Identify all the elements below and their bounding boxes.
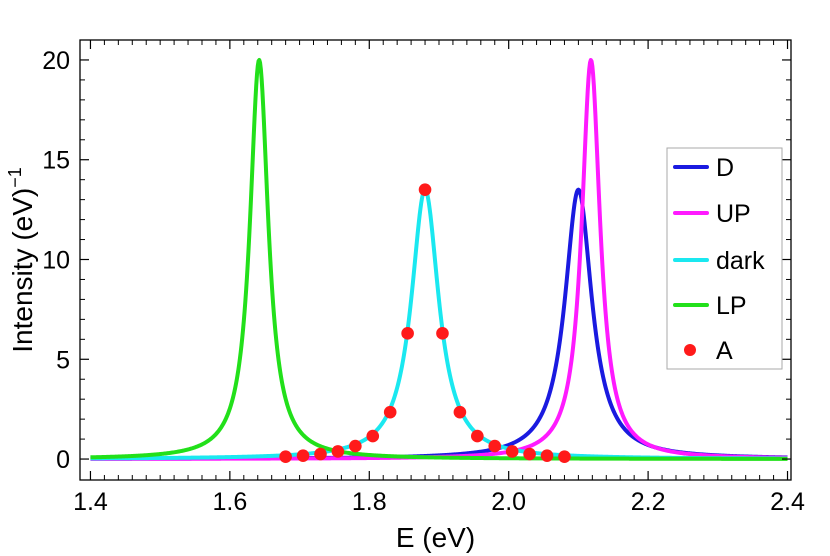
legend-item-dark: dark xyxy=(673,247,765,275)
data-point-a xyxy=(383,405,397,419)
data-point-a xyxy=(505,445,519,458)
y-tick-label: 10 xyxy=(42,247,70,275)
x-tick-label: 2.4 xyxy=(770,488,805,516)
legend-item-up: UP xyxy=(673,200,751,228)
x-axis-title: E (eV) xyxy=(396,522,475,553)
legend-item-lp: LP xyxy=(673,292,747,320)
plot-lines xyxy=(89,58,789,461)
legend-item-d: D xyxy=(673,154,734,182)
data-point-a xyxy=(279,450,292,463)
legend-label-dark: dark xyxy=(716,247,765,275)
legend-item-a: A xyxy=(684,337,733,365)
data-point-a xyxy=(523,447,536,461)
data-point-a xyxy=(349,439,362,453)
data-point-a xyxy=(366,429,380,443)
y-axis-title-exponent: −1 xyxy=(5,167,25,188)
data-point-a xyxy=(314,447,327,461)
data-point-a xyxy=(471,429,484,443)
y-tick-label: 0 xyxy=(56,446,70,474)
data-point-a xyxy=(418,183,432,196)
data-point-a xyxy=(540,449,554,462)
series-line-lp xyxy=(89,58,789,461)
legend: D UP dark LP A xyxy=(666,147,783,370)
legend-label-lp: LP xyxy=(716,292,747,320)
data-point-a xyxy=(558,450,571,463)
axis-ticks xyxy=(80,40,791,480)
legend-label-up: UP xyxy=(716,200,751,228)
x-tick-label: 1.6 xyxy=(212,488,247,516)
legend-label-d: D xyxy=(716,154,734,182)
y-axis-title: Intensity (eV)−1 xyxy=(5,167,38,352)
data-point-a xyxy=(488,439,502,453)
data-point-a xyxy=(331,445,345,458)
x-tick-label: 1.4 xyxy=(73,488,108,516)
data-point-a xyxy=(436,327,449,340)
y-tick-label: 15 xyxy=(42,147,70,175)
data-point-a xyxy=(453,405,467,419)
x-tick-labels: 1.4 1.6 1.8 2.0 2.2 2.4 xyxy=(73,488,805,516)
y-axis-title-text: Intensity (eV) xyxy=(7,188,38,353)
y-tick-label: 5 xyxy=(56,346,70,374)
legend-label-a: A xyxy=(716,337,733,365)
plot-points xyxy=(279,183,571,463)
x-tick-label: 2.2 xyxy=(631,488,666,516)
legend-marker-a xyxy=(684,344,696,356)
data-point-a xyxy=(296,449,310,462)
data-point-a xyxy=(401,327,414,340)
y-tick-labels: 0 5 10 15 20 xyxy=(42,47,70,474)
x-tick-label: 2.0 xyxy=(491,488,526,516)
y-tick-label: 20 xyxy=(42,47,70,75)
x-tick-label: 1.8 xyxy=(352,488,387,516)
